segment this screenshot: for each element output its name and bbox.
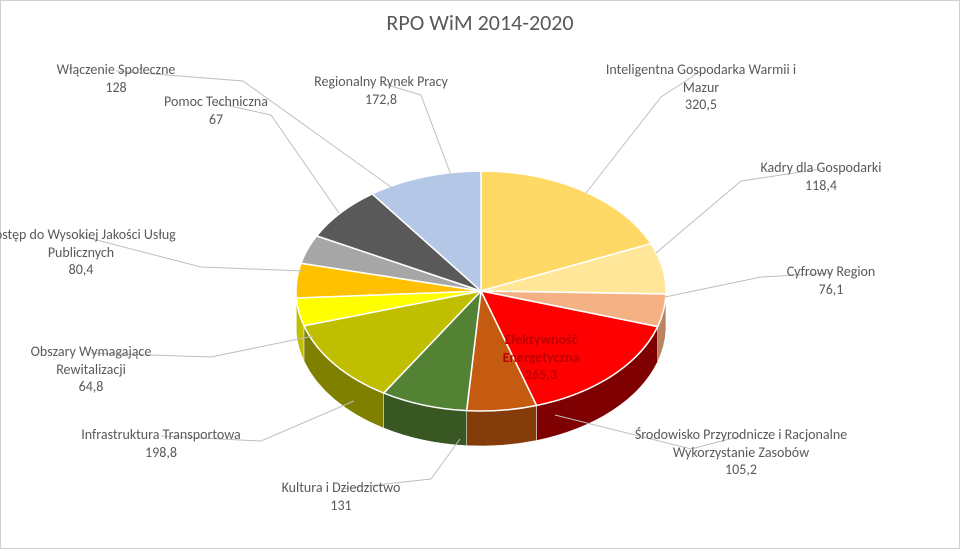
slice-label: Inteligentna Gospodarka Warmii i Mazur 3…: [601, 61, 801, 114]
chart-frame: RPO WiM 2014-2020 Inteligentna Gospodark…: [0, 0, 960, 549]
slice-label: Pomoc Techniczna 67: [136, 93, 296, 128]
slice-label: Efektywność Energetyczna 265,3: [471, 331, 611, 384]
slice-label: Włączenie Społeczne 128: [21, 61, 211, 96]
slice-label: Regionalny Rynek Pracy 172,8: [286, 73, 476, 108]
slice-label: Cyfrowy Region 76,1: [751, 263, 911, 298]
slice-label: Dostęp do Wysokiej Jakości Usług Publicz…: [0, 226, 181, 279]
slice-label: Obszary Wymagające Rewitalizacji 64,8: [0, 343, 186, 396]
slice-label: Kultura i Dziedzictwo 131: [251, 479, 431, 514]
slice-label: Środowisko Przyrodnicze i Racjonalne Wyk…: [626, 426, 856, 479]
slice-label: Kadry dla Gospodarki 118,4: [731, 159, 911, 194]
slice-label: Infrastruktura Transportowa 198,8: [81, 426, 241, 461]
